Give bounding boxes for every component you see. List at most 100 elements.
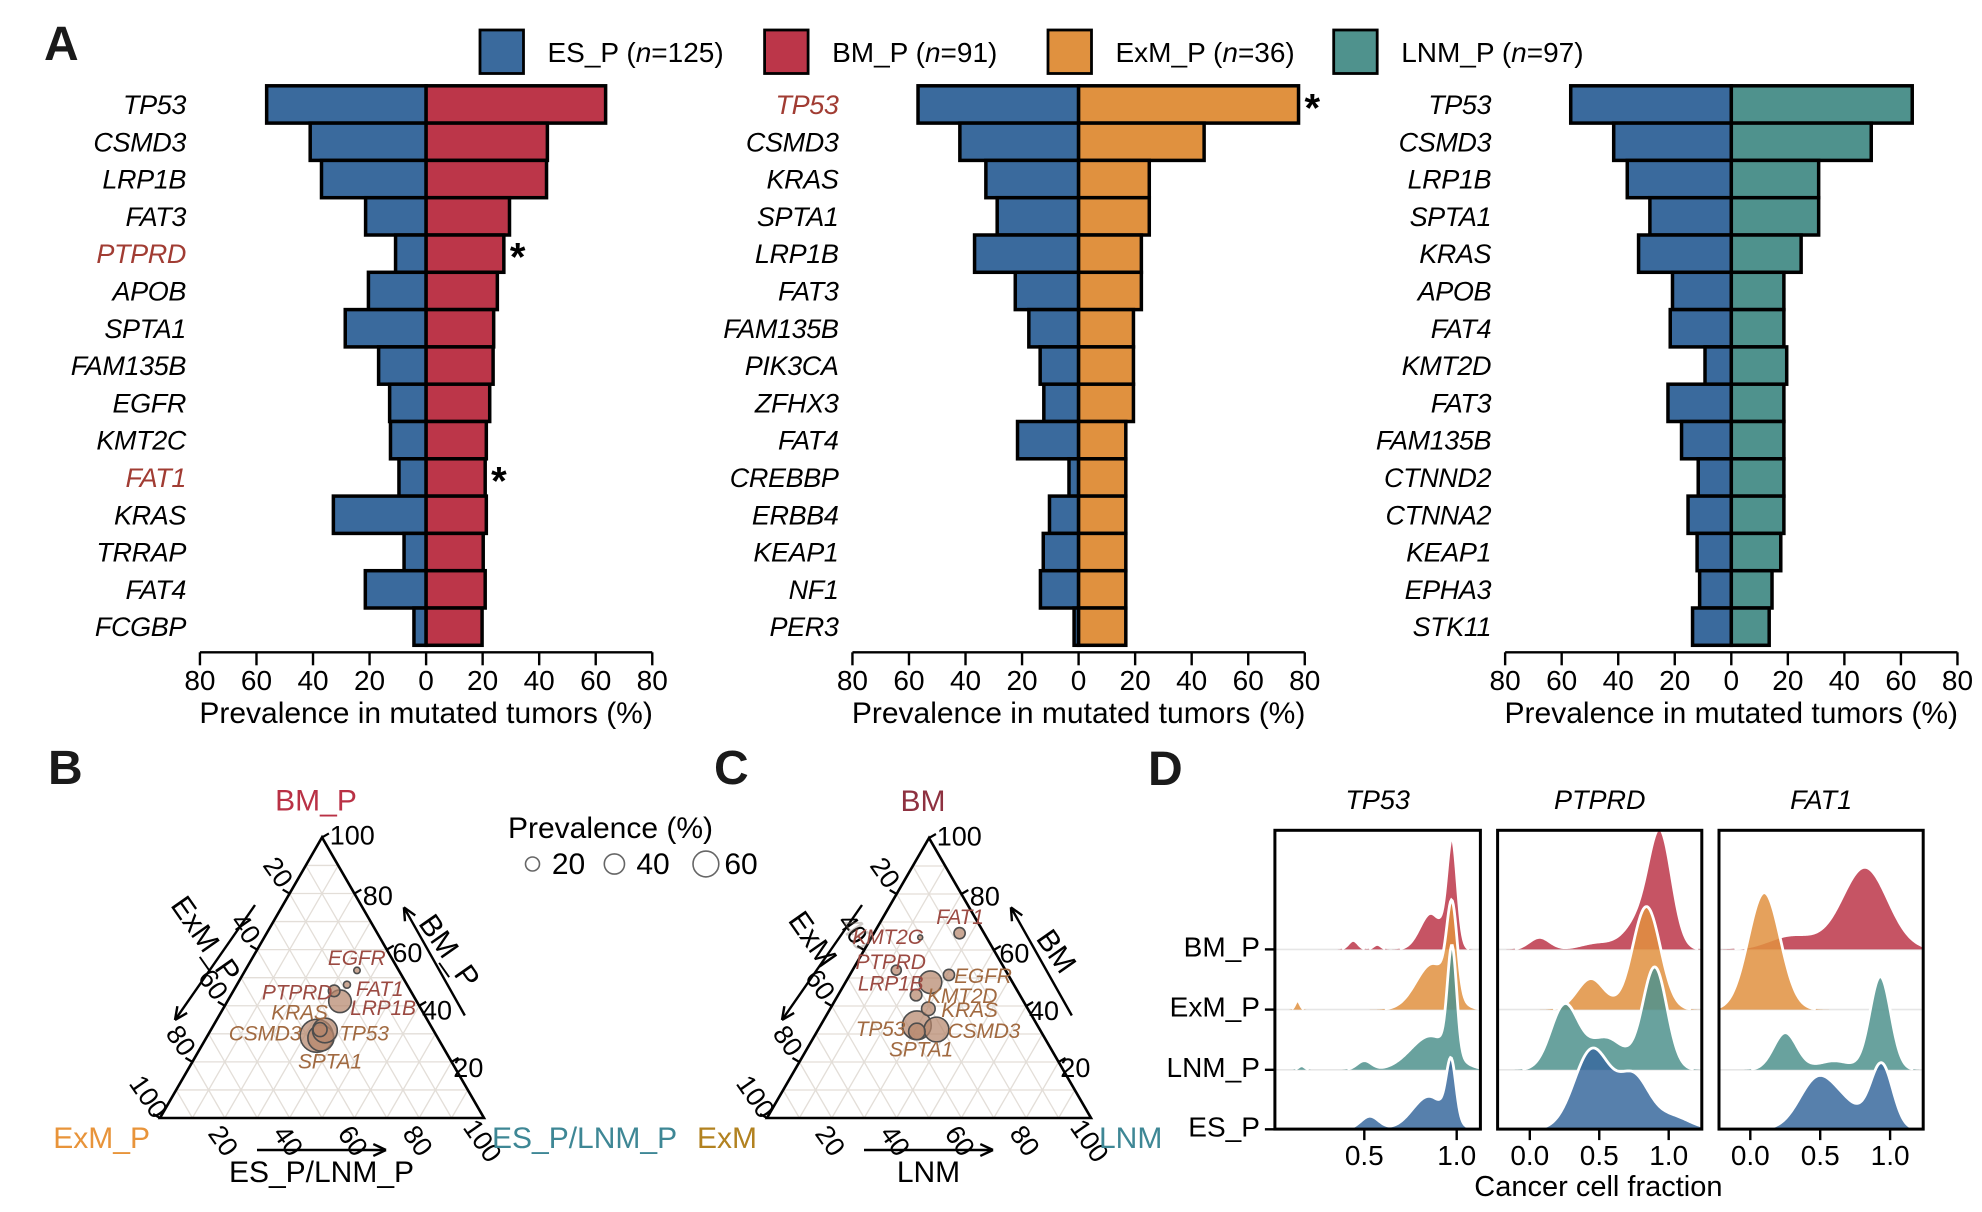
bar-lnm_p-KEAP1 — [1729, 531, 1783, 573]
bubble-label-KMT2C: KMT2C — [852, 926, 923, 949]
ternary-tick-label-right: 60 — [392, 938, 422, 968]
bar-lnm_p-KRAS — [1729, 233, 1803, 275]
bar-left-FAM135B — [1679, 419, 1734, 461]
bubble-label-EGFR: EGFR — [328, 947, 386, 970]
x-tick-label: 60 — [1546, 665, 1577, 696]
x-tick-label: 20 — [1006, 665, 1037, 696]
size-legend-value-20: 20 — [552, 848, 585, 881]
x-axis-title: Prevalence in mutated tumors (%) — [852, 697, 1306, 730]
bar-left-TP53 — [916, 84, 1081, 125]
gene-label-CSMD3: CSMD3 — [746, 127, 839, 157]
bar-left-FAT3 — [1666, 382, 1734, 424]
ternary-tick — [791, 1057, 800, 1063]
ternary-grid — [960, 1005, 1027, 1119]
ternary-grid — [782, 1089, 800, 1119]
bar-bm_p-EGFR — [424, 382, 492, 424]
bubble-label-CSMD3: CSMD3 — [948, 1020, 1021, 1043]
ridge-x-tick-label: 1.0 — [1649, 1140, 1688, 1171]
gene-label-ERBB4: ERBB4 — [752, 500, 839, 530]
x-tick-label: 40 — [1176, 665, 1207, 696]
gene-label-SPTA1: SPTA1 — [104, 314, 186, 344]
bar-left-FAT3 — [363, 195, 428, 237]
bubble-label-EGFR: EGFR — [954, 965, 1012, 988]
bar-exm_p-TP53 — [1076, 84, 1301, 125]
bar-left-EGFR — [387, 382, 428, 424]
ternary-grid — [815, 1033, 865, 1119]
bar-left-ERBB4 — [1047, 494, 1081, 536]
bar-lnm_p-APOB — [1729, 270, 1786, 312]
ternary-grid — [418, 1061, 453, 1119]
panel-a-label: A — [44, 18, 79, 71]
x-tick-label: 0 — [418, 665, 434, 696]
bar-left-FAM135B — [1027, 307, 1081, 349]
ternary-tick — [1058, 1057, 1067, 1063]
bar-left-CSMD3 — [1611, 121, 1734, 163]
size-legend-title: Prevalence (%) — [508, 812, 713, 845]
bar-left-FAT1 — [397, 457, 428, 498]
ridge-outline-PTPRD-ExM_P — [1552, 905, 1692, 1011]
bar-left-CSMD3 — [308, 121, 428, 163]
legend-label-LNM_P: LNM_P (n=97) — [1401, 37, 1583, 68]
bar-bm_p-LRP1B — [424, 158, 549, 200]
ternary-grid — [305, 865, 453, 1119]
axis-arrow-head — [781, 1011, 795, 1022]
gene-label-TRRAP: TRRAP — [96, 538, 186, 568]
bar-bm_p-APOB — [424, 270, 500, 312]
ternary-tick — [418, 1000, 427, 1007]
axis-arrow-label-bottom: ES_P/LNM_P — [229, 1156, 414, 1189]
bar-left-LRP1B — [319, 158, 428, 200]
ridge-outline-FAT1-ExM_P — [1719, 891, 1817, 1011]
bar-bm_p-FAM135B — [424, 345, 495, 386]
bar-left-FAT4 — [1015, 419, 1081, 461]
bar-left-CTNNA2 — [1686, 494, 1734, 536]
bar-exm_p-PER3 — [1076, 606, 1128, 648]
ridge-outline-FAT1-LNM_P — [1751, 975, 1914, 1071]
bar-left-KRAS — [1636, 233, 1734, 275]
gene-label-CSMD3: CSMD3 — [93, 127, 186, 157]
panel-c-label: C — [714, 742, 749, 795]
ternary-grid — [175, 1089, 193, 1119]
gene-label-FAT3: FAT3 — [1431, 388, 1492, 418]
x-axis-title: Prevalence in mutated tumors (%) — [199, 697, 653, 730]
gene-label-CREBBP: CREBBP — [730, 463, 839, 493]
bar-left-KMT2D — [1703, 345, 1734, 386]
bubble-FAT1 — [342, 980, 352, 990]
ridge-outline-TP53-BM_P — [1341, 836, 1470, 950]
bar-exm_p-NF1 — [1076, 568, 1128, 610]
x-axis-title: Prevalence in mutated tumors (%) — [1505, 697, 1959, 730]
bubble-label-FAT1: FAT1 — [936, 906, 983, 929]
bubble-label-KRAS: KRAS — [941, 999, 998, 1022]
bar-left-STK11 — [1690, 606, 1734, 648]
ternary-tick — [451, 1056, 460, 1063]
ridge-x-tick-label: 0.5 — [1580, 1140, 1619, 1171]
ridge-clip-group — [1274, 836, 1481, 1130]
gene-label-KEAP1: KEAP1 — [753, 538, 838, 568]
bubble-label-SPTA1: SPTA1 — [298, 1051, 362, 1074]
axis-arrow-head — [780, 1006, 786, 1021]
ridge-panel-FAT1: FAT1 0.0 0.5 1.0 — [1717, 785, 1925, 1171]
ridge-clip-group — [1719, 865, 1924, 1130]
ternary-tick-label-bottom: 80 — [1004, 1120, 1046, 1162]
corner-label-top: BM_P — [275, 784, 357, 817]
ternary-tick-label-right: 40 — [1029, 996, 1059, 1026]
ridge-fill-TP53-LNM_P — [1274, 945, 1481, 1070]
gene-label-KEAP1: KEAP1 — [1406, 538, 1491, 568]
bar-lnm_p-CSMD3 — [1729, 121, 1873, 163]
ridge-fill-TP53-ExM_P — [1274, 899, 1481, 1010]
bubble-label-TP53: TP53 — [339, 1023, 389, 1046]
gene-label-LRP1B: LRP1B — [755, 239, 839, 269]
ternary-grid — [1058, 1089, 1076, 1119]
bar-lnm_p-TP53 — [1729, 84, 1914, 125]
axis-arrow-head — [979, 1142, 994, 1152]
ternary-grid — [928, 977, 1011, 1119]
ternary-grid — [451, 1089, 469, 1119]
gene-label-LRP1B: LRP1B — [102, 165, 186, 195]
gene-label-PTPRD: PTPRD — [96, 239, 186, 269]
ridge-fill-TP53-BM_P — [1274, 837, 1481, 950]
ridge-fill-TP53-ES_P — [1343, 1057, 1481, 1130]
ridge-x-tick-label: 1.0 — [1871, 1140, 1910, 1171]
ternary-tick — [184, 1056, 193, 1063]
gene-label-FAT1: FAT1 — [126, 463, 186, 493]
